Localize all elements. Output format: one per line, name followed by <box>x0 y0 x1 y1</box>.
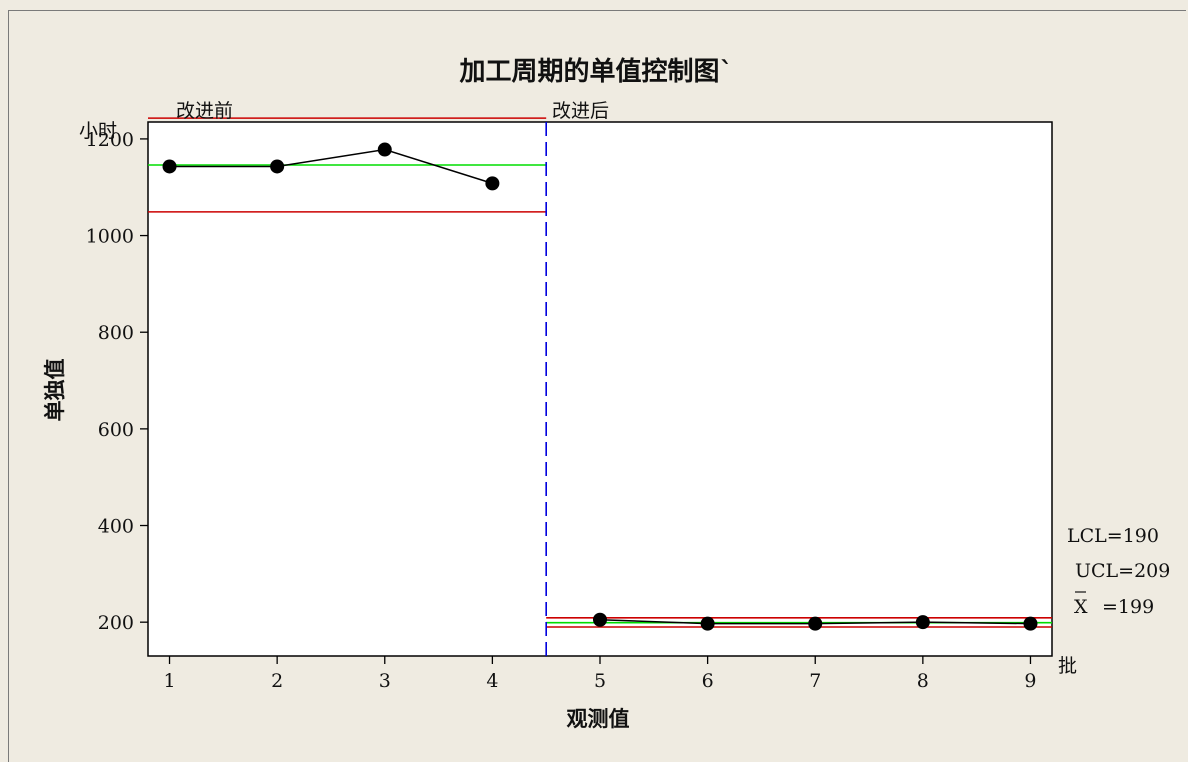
y-tick-label-1000: 1000 <box>86 226 134 248</box>
chart-frame <box>8 10 1186 762</box>
stage-label-after: 改进后 <box>552 100 609 122</box>
y-tick-label-1200: 1200 <box>86 129 134 151</box>
y-tick-label-800: 800 <box>98 322 134 344</box>
xbar-label: =199 <box>1102 596 1154 618</box>
y-tick-label-600: 600 <box>98 419 134 441</box>
lcl-label: LCL=190 <box>1067 525 1159 547</box>
x-tick-label-1: 1 <box>163 670 175 692</box>
x-unit-label: 批 <box>1058 655 1077 677</box>
x-tick-label-7: 7 <box>809 670 821 692</box>
y-axis-label: 单独值 <box>42 359 67 422</box>
stage-label-before: 改进前 <box>176 100 233 122</box>
y-tick-label-200: 200 <box>98 612 134 634</box>
data-point-6 <box>700 616 715 631</box>
chart-title: 加工周期的单值控制图` <box>459 56 732 87</box>
data-point-2 <box>270 159 285 174</box>
series-line-stage-1 <box>169 148 493 185</box>
x-tick-label-6: 6 <box>702 670 714 692</box>
y-tick-label-400: 400 <box>98 516 134 538</box>
x-axis: 1 2 3 4 5 6 7 8 9 <box>163 656 1037 692</box>
data-point-5 <box>593 612 607 627</box>
x-tick-label-5: 5 <box>594 670 606 692</box>
data-point-9 <box>1023 616 1038 631</box>
x-tick-label-8: 8 <box>917 670 929 692</box>
plot-area <box>147 121 1053 657</box>
xbar-symbol: X <box>1074 596 1088 618</box>
y-unit-label: 小时 <box>79 120 117 142</box>
x-tick-label-3: 3 <box>379 670 391 692</box>
x-tick-label-9: 9 <box>1024 670 1036 692</box>
ucl-label: UCL=209 <box>1075 560 1170 582</box>
data-point-8 <box>915 615 930 630</box>
data-point-1 <box>162 159 177 174</box>
data-series <box>162 142 1038 631</box>
data-point-7 <box>808 616 823 631</box>
x-tick-label-2: 2 <box>271 670 283 692</box>
y-axis: 200 400 600 800 1000 1200 <box>86 129 148 634</box>
data-point-3 <box>377 142 392 157</box>
x-axis-label: 观测值 <box>567 706 630 731</box>
x-tick-label-4: 4 <box>486 670 498 692</box>
data-point-4 <box>485 176 500 191</box>
